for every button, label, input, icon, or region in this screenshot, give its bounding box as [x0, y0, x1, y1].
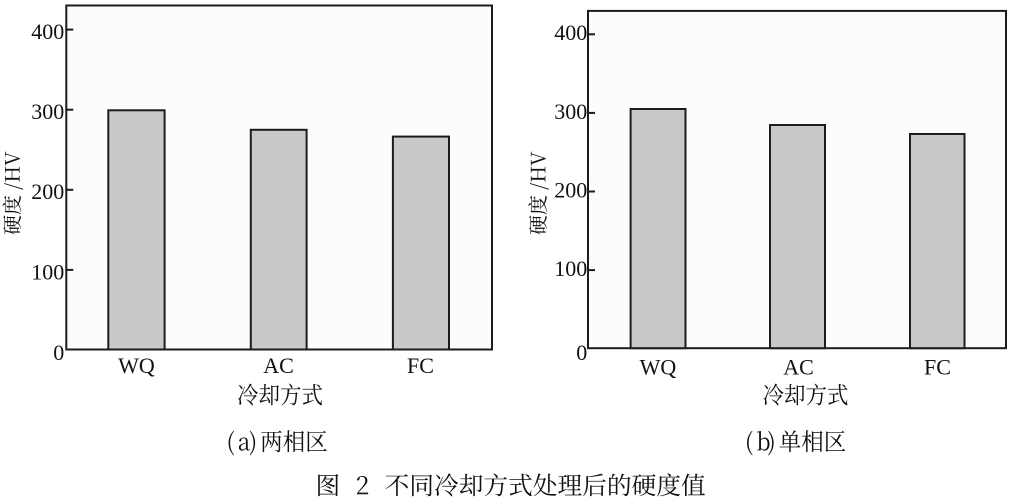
svg-text:WQ: WQ: [640, 355, 677, 380]
svg-text:100: 100: [31, 259, 64, 284]
svg-text:200: 200: [31, 179, 64, 204]
svg-text:FC: FC: [924, 355, 951, 380]
svg-text:FC: FC: [407, 353, 434, 378]
svg-text:400: 400: [31, 19, 64, 44]
svg-text:300: 300: [554, 99, 587, 124]
svg-text:200: 200: [554, 177, 587, 202]
svg-text:0: 0: [576, 340, 587, 365]
svg-text:AC: AC: [263, 353, 294, 378]
svg-text:100: 100: [554, 256, 587, 281]
svg-text:400: 400: [554, 20, 587, 45]
svg-text:AC: AC: [783, 355, 814, 380]
svg-text:300: 300: [31, 99, 64, 124]
svg-text:WQ: WQ: [118, 353, 155, 378]
svg-text:0: 0: [53, 340, 64, 365]
